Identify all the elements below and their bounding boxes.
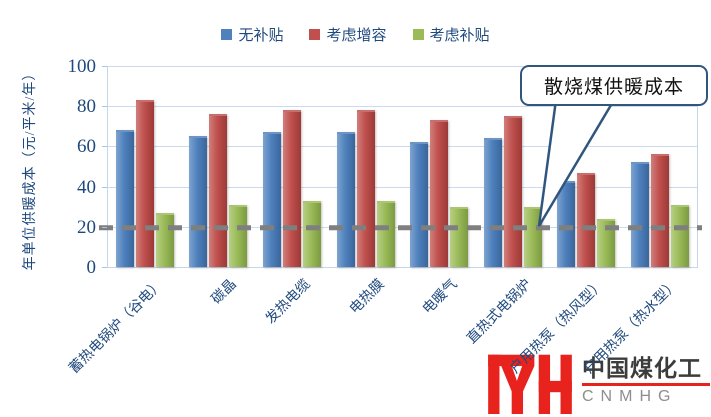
legend-item-2: 考虑补贴 <box>412 24 490 45</box>
bar-考虑补贴-发热电缆 <box>303 200 321 267</box>
bar-考虑补贴-户用热泵（热水型） <box>671 204 689 267</box>
bar-考虑增容-发热电缆 <box>283 110 301 267</box>
gridline-y40 <box>108 186 697 188</box>
x-tick-label: 电暖气 <box>420 277 461 318</box>
legend-item-0: 无补贴 <box>221 24 283 45</box>
bar-考虑补贴-户用热泵（热风型） <box>597 218 616 267</box>
logo-mark-icon <box>488 354 572 414</box>
bar-考虑增容-碳晶 <box>209 114 228 267</box>
y-tick-mark <box>102 66 107 67</box>
logo-divider <box>582 383 710 387</box>
bar-考虑增容-户用热泵（热水型） <box>651 154 669 267</box>
bar-考虑增容-电暖气 <box>430 120 449 267</box>
x-tick-label: 电热膜 <box>346 277 388 318</box>
bar-考虑补贴-蓄热电锅炉（谷电） <box>155 212 174 267</box>
legend-label: 无补贴 <box>238 28 284 44</box>
y-tick-label: 20 <box>77 216 96 238</box>
bar-无补贴-发热电缆 <box>263 132 281 267</box>
x-tick-label: 发热电缆 <box>263 277 314 328</box>
logo-abbreviation: CNMHG <box>582 388 678 406</box>
y-tick-mark <box>102 146 107 148</box>
y-tick-mark <box>102 186 107 188</box>
logo-text-block: 中国煤化工 CNMHG <box>582 355 710 405</box>
bar-无补贴-碳晶 <box>189 136 208 267</box>
gridline-y60 <box>108 146 697 148</box>
logo-company-name: 中国煤化工 <box>582 354 702 381</box>
y-tick-mark <box>102 267 107 268</box>
bar-考虑补贴-碳晶 <box>229 204 248 267</box>
bar-无补贴-户用热泵（热风型） <box>557 180 576 267</box>
bar-无补贴-户用热泵（热水型） <box>631 162 649 267</box>
gridline-y100 <box>108 66 697 67</box>
bar-考虑增容-户用热泵（热风型） <box>577 172 596 267</box>
x-tick-label: 蓄热电锅炉（谷电） <box>66 277 167 377</box>
y-axis-title: 年单位供暖成本（元/平米/年） <box>23 65 38 271</box>
bar-考虑补贴-电热膜 <box>376 200 395 267</box>
callout-box: 散烧煤供暖成本 <box>520 65 708 106</box>
bar-无补贴-电暖气 <box>410 142 429 267</box>
y-tick-label: 40 <box>77 176 96 198</box>
legend-swatch-icon <box>412 29 424 40</box>
gridline-y80 <box>108 106 697 108</box>
bar-考虑增容-电热膜 <box>356 110 375 267</box>
bar-无补贴-电热膜 <box>336 132 355 267</box>
bar-考虑补贴-电暖气 <box>450 206 469 267</box>
x-tick-label: 碳晶 <box>209 277 240 308</box>
legend-label: 考虑增容 <box>326 28 387 44</box>
legend-swatch-icon <box>309 29 321 40</box>
company-logo: 中国煤化工 CNMHG <box>486 343 711 417</box>
bar-考虑补贴-直热式电锅炉 <box>523 206 542 267</box>
legend-swatch-icon <box>221 29 233 40</box>
bar-无补贴-直热式电锅炉 <box>483 138 502 267</box>
y-tick-label: 60 <box>77 136 96 158</box>
y-tick-mark <box>102 106 107 108</box>
callout-label: 散烧煤供暖成本 <box>543 77 684 98</box>
y-tick-label: 0 <box>86 257 97 278</box>
y-tick-label: 80 <box>77 96 96 118</box>
y-tick-mark <box>102 226 107 228</box>
bar-无补贴-蓄热电锅炉（谷电） <box>115 130 134 267</box>
bar-考虑增容-直热式电锅炉 <box>503 116 522 267</box>
legend-item-1: 考虑增容 <box>309 24 387 45</box>
y-tick-label: 100 <box>67 56 97 77</box>
legend-label: 考虑补贴 <box>429 28 490 44</box>
bar-考虑增容-蓄热电锅炉（谷电） <box>135 100 154 267</box>
chart-legend: 无补贴 考虑增容 考虑补贴 <box>0 24 711 45</box>
